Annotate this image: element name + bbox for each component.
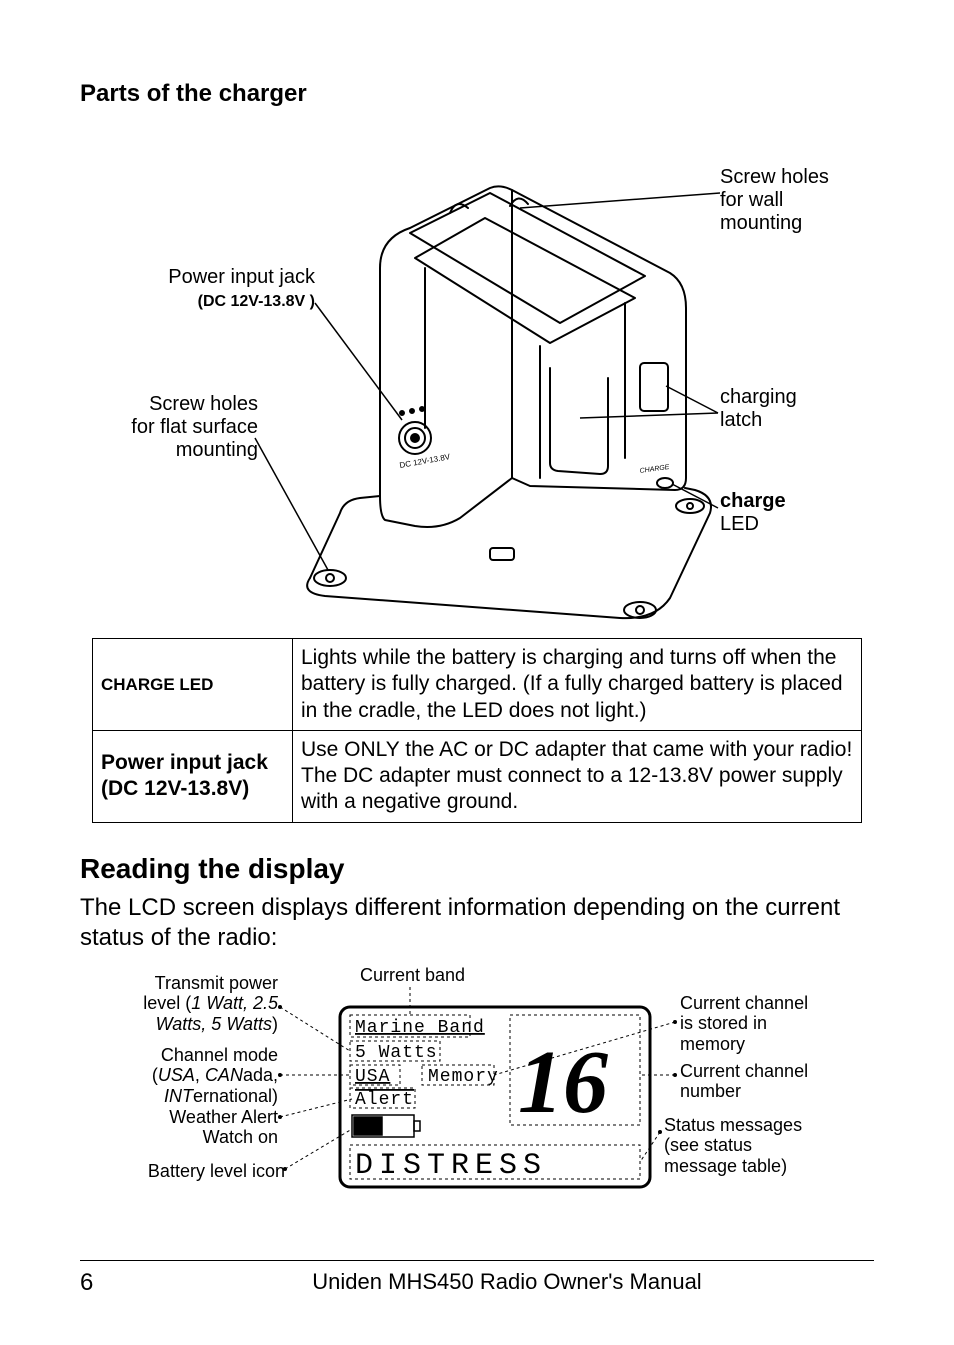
callout-channel-mode: Channel mode(USA, CANada,INTernational) (80, 1045, 278, 1107)
callout-status: Status messages(see statusmessage table) (664, 1115, 870, 1177)
row0-desc: Lights while the battery is charging and… (293, 639, 862, 731)
display-heading: Reading the display (80, 853, 874, 885)
dc-label-on-device: DC 12V-13.8V (399, 452, 452, 470)
callout-battery: Battery level icon (80, 1161, 285, 1182)
callout-charge-led-bold: charge (720, 490, 786, 512)
callout-current-band: Current band (360, 965, 465, 986)
lcd-distress: DISTRESS (355, 1149, 547, 1183)
callout-memory: Current channelis stored inmemory (680, 993, 870, 1055)
display-intro: The LCD screen displays different inform… (80, 893, 874, 953)
lcd-alert: Alert (355, 1090, 414, 1110)
callout-charge-led: charge LED (720, 490, 786, 536)
callout-screw-wall: Screw holes for wall mounting (720, 166, 829, 235)
callout-charging-latch-text: charging latch (720, 386, 797, 431)
page-number: 6 (80, 1269, 140, 1297)
charger-heading: Parts of the charger (80, 80, 874, 108)
charge-label-on-device: CHARGE (639, 464, 670, 475)
callout-wx-alert: Weather AlertWatch on (80, 1107, 278, 1148)
table-row: CHARGE LED Lights while the battery is c… (93, 639, 862, 731)
lcd-band: Marine Band (355, 1018, 485, 1038)
callout-tx-power: Transmit powerlevel (1 Watt, 2.5Watts, 5… (80, 973, 278, 1035)
charger-figure: DC 12V-13.8V CHARGE Screw holes for wall… (80, 118, 874, 638)
callout-power-jack-l1: Power input jack (168, 266, 315, 288)
callout-charge-led-sub: LED (720, 513, 759, 535)
page-footer: 6 Uniden MHS450 Radio Owner's Manual (80, 1260, 874, 1297)
callout-chan-num: Current channelnumber (680, 1061, 870, 1102)
row1-label: Power input jack(DC 12V-13.8V) (93, 730, 293, 822)
row0-label: CHARGE LED (93, 639, 293, 731)
callout-power-jack-l2: (DC 12V-13.8V ) (198, 293, 315, 310)
callout-screw-flat: Screw holes for flat surface mounting (80, 393, 258, 462)
footer-title: Uniden MHS450 Radio Owner's Manual (140, 1269, 874, 1297)
callout-screw-wall-text: Screw holes for wall mounting (720, 166, 829, 234)
table-row: Power input jack(DC 12V-13.8V) Use ONLY … (93, 730, 862, 822)
charger-parts-table: CHARGE LED Lights while the battery is c… (92, 638, 862, 823)
lcd-memory: Memory (428, 1067, 499, 1087)
callout-charging-latch: charging latch (720, 386, 797, 432)
lcd-usa: USA (355, 1067, 390, 1087)
row1-desc: Use ONLY the AC or DC adapter that came … (293, 730, 862, 822)
display-figure: Marine Band 5 Watts USA Memory Alert 16 … (80, 967, 874, 1227)
callout-power-jack: Power input jack (DC 12V-13.8V ) (90, 266, 315, 312)
callout-screw-flat-text: Screw holes for flat surface mounting (131, 393, 258, 461)
lcd-watts: 5 Watts (355, 1043, 438, 1063)
lcd-channel: 16 (518, 1033, 608, 1132)
